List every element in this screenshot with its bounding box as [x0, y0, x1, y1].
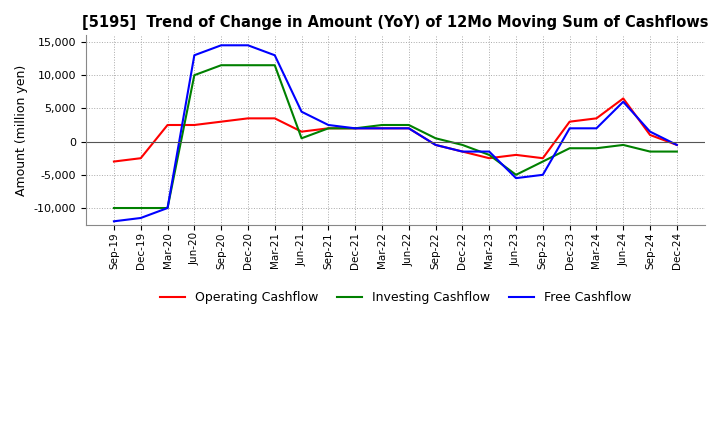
- Free Cashflow: [592, 126, 600, 131]
- Investing Cashflow: [243, 62, 252, 68]
- Operating Cashflow: [163, 122, 172, 128]
- Investing Cashflow: [271, 62, 279, 68]
- Free Cashflow: [163, 205, 172, 211]
- Operating Cashflow: [646, 132, 654, 138]
- Title: [5195]  Trend of Change in Amount (YoY) of 12Mo Moving Sum of Cashflows: [5195] Trend of Change in Amount (YoY) o…: [82, 15, 708, 30]
- Free Cashflow: [324, 122, 333, 128]
- Investing Cashflow: [217, 62, 225, 68]
- Free Cashflow: [512, 176, 521, 181]
- Operating Cashflow: [351, 126, 359, 131]
- Free Cashflow: [672, 142, 681, 147]
- Operating Cashflow: [539, 156, 547, 161]
- Free Cashflow: [458, 149, 467, 154]
- Free Cashflow: [378, 126, 387, 131]
- Free Cashflow: [565, 126, 574, 131]
- Investing Cashflow: [190, 73, 199, 78]
- Operating Cashflow: [619, 96, 628, 101]
- Free Cashflow: [271, 53, 279, 58]
- Free Cashflow: [619, 99, 628, 104]
- Operating Cashflow: [190, 122, 199, 128]
- Operating Cashflow: [271, 116, 279, 121]
- Investing Cashflow: [431, 136, 440, 141]
- Operating Cashflow: [243, 116, 252, 121]
- Free Cashflow: [243, 43, 252, 48]
- Investing Cashflow: [324, 126, 333, 131]
- Free Cashflow: [217, 43, 225, 48]
- Investing Cashflow: [458, 142, 467, 147]
- Line: Operating Cashflow: Operating Cashflow: [114, 99, 677, 161]
- Operating Cashflow: [565, 119, 574, 125]
- Investing Cashflow: [646, 149, 654, 154]
- Operating Cashflow: [431, 142, 440, 147]
- Operating Cashflow: [324, 126, 333, 131]
- Free Cashflow: [351, 126, 359, 131]
- Operating Cashflow: [405, 126, 413, 131]
- Operating Cashflow: [485, 156, 493, 161]
- Free Cashflow: [190, 53, 199, 58]
- Operating Cashflow: [512, 152, 521, 158]
- Investing Cashflow: [378, 122, 387, 128]
- Investing Cashflow: [405, 122, 413, 128]
- Operating Cashflow: [217, 119, 225, 125]
- Free Cashflow: [431, 142, 440, 147]
- Investing Cashflow: [619, 142, 628, 147]
- Free Cashflow: [539, 172, 547, 177]
- Investing Cashflow: [109, 205, 118, 211]
- Investing Cashflow: [163, 205, 172, 211]
- Investing Cashflow: [672, 149, 681, 154]
- Operating Cashflow: [297, 129, 306, 134]
- Investing Cashflow: [539, 159, 547, 164]
- Investing Cashflow: [297, 136, 306, 141]
- Investing Cashflow: [512, 172, 521, 177]
- Investing Cashflow: [351, 126, 359, 131]
- Investing Cashflow: [136, 205, 145, 211]
- Free Cashflow: [297, 109, 306, 114]
- Free Cashflow: [136, 215, 145, 220]
- Line: Investing Cashflow: Investing Cashflow: [114, 65, 677, 208]
- Free Cashflow: [485, 149, 493, 154]
- Investing Cashflow: [485, 152, 493, 158]
- Free Cashflow: [109, 219, 118, 224]
- Operating Cashflow: [109, 159, 118, 164]
- Operating Cashflow: [592, 116, 600, 121]
- Operating Cashflow: [136, 156, 145, 161]
- Investing Cashflow: [592, 146, 600, 151]
- Operating Cashflow: [672, 142, 681, 147]
- Operating Cashflow: [378, 126, 387, 131]
- Legend: Operating Cashflow, Investing Cashflow, Free Cashflow: Operating Cashflow, Investing Cashflow, …: [155, 286, 636, 309]
- Operating Cashflow: [458, 149, 467, 154]
- Line: Free Cashflow: Free Cashflow: [114, 45, 677, 221]
- Free Cashflow: [646, 129, 654, 134]
- Investing Cashflow: [565, 146, 574, 151]
- Free Cashflow: [405, 126, 413, 131]
- Y-axis label: Amount (million yen): Amount (million yen): [15, 64, 28, 196]
